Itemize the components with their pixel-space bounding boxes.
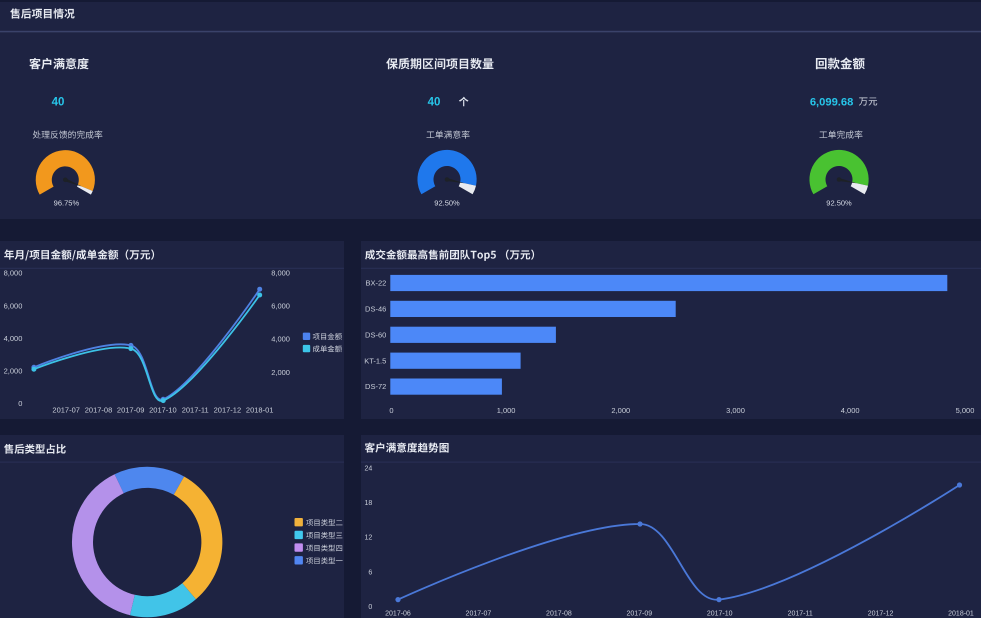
svg-text:4,000: 4,000 <box>271 335 290 344</box>
svg-text:3,000: 3,000 <box>726 406 745 415</box>
svg-text:18: 18 <box>365 500 373 507</box>
svg-text:2,000: 2,000 <box>4 367 23 376</box>
svg-text:2017-07: 2017-07 <box>466 610 492 617</box>
svg-text:92.50%: 92.50% <box>826 198 852 207</box>
svg-text:BX-22: BX-22 <box>365 279 386 288</box>
svg-text:DS-72: DS-72 <box>365 382 386 391</box>
svg-text:2017-11: 2017-11 <box>788 610 813 617</box>
svg-text:6: 6 <box>368 569 372 576</box>
svg-text:96.75%: 96.75% <box>54 198 80 207</box>
svg-text:6,000: 6,000 <box>271 302 290 311</box>
svg-text:2017-12: 2017-12 <box>214 406 242 415</box>
svg-text:0: 0 <box>368 604 372 611</box>
svg-text:6,099.68: 6,099.68 <box>810 96 854 108</box>
svg-text:2018-01: 2018-01 <box>246 406 274 415</box>
svg-text:1,000: 1,000 <box>497 406 516 415</box>
svg-text:4,000: 4,000 <box>841 406 860 415</box>
svg-text:2017-12: 2017-12 <box>868 610 894 617</box>
svg-text:2017-10: 2017-10 <box>707 610 733 617</box>
svg-text:2017-07: 2017-07 <box>52 406 80 415</box>
svg-text:2018-01: 2018-01 <box>948 610 974 617</box>
svg-text:40: 40 <box>52 96 65 108</box>
svg-text:12: 12 <box>365 535 373 542</box>
svg-text:2017-08: 2017-08 <box>85 406 113 415</box>
svg-text:8,000: 8,000 <box>271 269 290 278</box>
svg-text:DS-46: DS-46 <box>365 305 386 314</box>
svg-text:5,000: 5,000 <box>956 406 975 415</box>
svg-text:2017-10: 2017-10 <box>149 406 177 415</box>
svg-text:KT-1.5: KT-1.5 <box>364 356 386 365</box>
svg-text:2,000: 2,000 <box>271 368 290 377</box>
svg-text:0: 0 <box>18 399 22 408</box>
svg-text:2017-11: 2017-11 <box>182 406 209 415</box>
svg-text:92.50%: 92.50% <box>434 198 460 207</box>
svg-text:2017-09: 2017-09 <box>626 610 652 617</box>
svg-text:24: 24 <box>365 466 373 473</box>
svg-text:4,000: 4,000 <box>4 334 23 343</box>
svg-text:0: 0 <box>389 406 393 415</box>
svg-text:2,000: 2,000 <box>611 406 630 415</box>
svg-text:8,000: 8,000 <box>4 269 23 278</box>
svg-text:DS-60: DS-60 <box>365 330 386 339</box>
svg-text:2017-09: 2017-09 <box>117 406 145 415</box>
svg-text:40: 40 <box>428 96 441 108</box>
svg-text:2017-08: 2017-08 <box>546 610 572 617</box>
svg-text:6,000: 6,000 <box>4 301 23 310</box>
svg-text:2017-06: 2017-06 <box>385 610 411 617</box>
